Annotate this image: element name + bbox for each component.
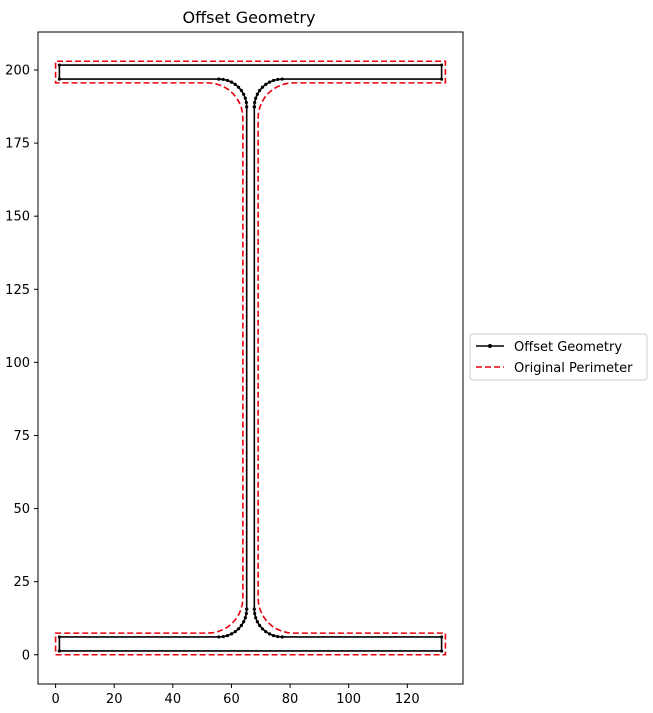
offset-geometry-point (440, 649, 444, 653)
offset-geometry-point (243, 96, 247, 100)
legend-box (469, 333, 648, 381)
offset-geometry-point (254, 96, 258, 100)
offset-geometry-point (252, 105, 256, 109)
offset-geometry-point (264, 82, 268, 86)
offset-geometry-point (280, 635, 284, 639)
y-tick-label: 50 (13, 502, 30, 517)
offset-geometry-point (244, 611, 248, 616)
x-tick-label: 40 (165, 692, 182, 707)
x-tick-label: 20 (106, 692, 123, 707)
offset-geometry-point (440, 77, 444, 81)
offset-geometry-point (260, 85, 265, 89)
y-tick-label: 100 (5, 356, 30, 371)
offset-geometry-point (245, 105, 249, 109)
legend-label: Offset Geometry (514, 340, 622, 355)
offset-geometry-point (271, 78, 276, 83)
x-tick-label: 120 (395, 692, 420, 707)
offset-geometry-point (264, 630, 268, 634)
offset-geometry-point (225, 78, 230, 83)
offset-geometry-point (217, 77, 221, 81)
offset-geometry-point (57, 63, 61, 67)
offset-geometry-point (233, 630, 237, 634)
legend: Offset Geometry Original Perimeter (469, 333, 648, 381)
offset-geometry-point (57, 649, 61, 653)
y-tick-label: 125 (5, 283, 30, 298)
offset-geometry-point (276, 634, 280, 639)
legend-marker (488, 344, 492, 348)
offset-geometry-point (252, 607, 256, 611)
x-tick-label: 80 (282, 692, 299, 707)
offset-geometry-point (253, 100, 257, 105)
y-tick-label: 0 (22, 648, 30, 663)
offset-geometry-point (440, 635, 444, 639)
y-tick-label: 150 (5, 210, 30, 225)
offset-geometry-point (253, 611, 257, 616)
offset-geometry-point (217, 635, 221, 639)
offset-geometry-point (221, 634, 225, 639)
y-tick-label: 25 (13, 575, 30, 590)
offset-geometry-point (229, 632, 234, 636)
offset-geometry-point (244, 100, 248, 105)
offset-geometry-point (245, 607, 249, 611)
offset-geometry-point (254, 616, 258, 620)
offset-geometry-point (221, 77, 225, 82)
x-tick-label: 100 (336, 692, 361, 707)
offset-geometry-point (236, 85, 241, 89)
y-tick-label: 75 (13, 429, 30, 444)
offset-geometry-point (258, 623, 262, 628)
offset-geometry-point (229, 80, 234, 84)
axes-frame (37, 31, 464, 685)
offset-geometry-point (271, 633, 276, 638)
chart-title: Offset Geometry (183, 8, 316, 27)
offset-geometry-point (440, 63, 444, 67)
plot-area: 0 20 40 60 80 100 120 0 25 50 75 100 125 150 175 200 (5, 31, 464, 707)
offset-geometry-point (57, 635, 61, 639)
offset-geometry-point (258, 88, 262, 93)
offset-geometry-point (239, 88, 243, 93)
y-tick-label: 200 (5, 64, 30, 79)
offset-geometry-point (242, 92, 246, 96)
offset-geometry-point (280, 77, 284, 81)
legend-label: Original Perimeter (514, 361, 633, 376)
offset-geometry-point (239, 623, 243, 628)
offset-geometry-point (242, 620, 246, 624)
offset-geometry-point (276, 77, 280, 82)
offset-geometry-point (243, 616, 247, 620)
offset-geometry-point (233, 82, 237, 86)
offset-geometry-point (225, 633, 230, 638)
offset-geometry-point (267, 80, 272, 84)
offset-geometry-point (236, 627, 241, 631)
x-tick-label: 60 (223, 692, 240, 707)
offset-geometry-point (260, 627, 265, 631)
x-tick-label: 0 (51, 692, 59, 707)
offset-geometry-point (255, 620, 259, 624)
offset-geometry-point (57, 77, 61, 81)
offset-geometry-point (267, 632, 272, 636)
y-tick-label: 175 (5, 137, 30, 152)
series-original-perimeter (54, 60, 447, 656)
offset-geometry-point (255, 92, 259, 96)
